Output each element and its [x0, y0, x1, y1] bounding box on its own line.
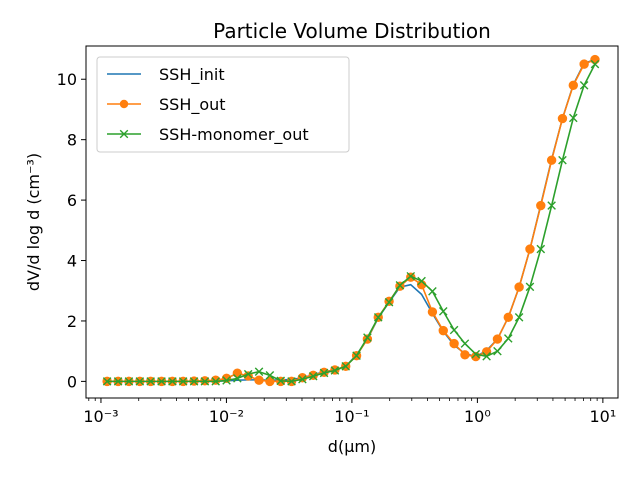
- data-point: [373, 313, 383, 322]
- data-point: [243, 369, 253, 379]
- legend-label: SSH_init: [159, 65, 225, 85]
- y-tick-label: 2: [67, 312, 77, 331]
- data-point: [363, 333, 372, 342]
- data-point: [135, 377, 145, 386]
- data-point: [395, 281, 405, 290]
- data-point: [200, 377, 210, 386]
- data-point: [569, 113, 578, 123]
- chart-title: Particle Volume Distribution: [213, 19, 491, 43]
- data-point: [265, 376, 275, 387]
- data-point: [146, 377, 155, 386]
- data-point: [406, 271, 416, 281]
- data-point: [579, 80, 589, 90]
- data-point: [189, 377, 199, 386]
- data-point: [438, 306, 448, 316]
- data-point: [352, 351, 361, 360]
- data-point: [590, 54, 600, 65]
- data-point: [493, 346, 502, 356]
- data-point: [558, 155, 567, 165]
- y-tick-label: 0: [67, 372, 77, 391]
- data-point: [428, 287, 437, 296]
- data-point: [384, 297, 394, 307]
- legend-marker: [119, 99, 129, 109]
- y-tick-label: 6: [67, 191, 77, 210]
- data-point: [525, 244, 535, 254]
- x-tick-label: 10⁰: [464, 407, 491, 426]
- data-point: [449, 338, 459, 349]
- data-point: [319, 368, 329, 378]
- data-point: [168, 377, 177, 386]
- data-point: [254, 375, 264, 385]
- data-point: [590, 59, 600, 69]
- data-point: [568, 80, 578, 90]
- data-point: [579, 59, 589, 69]
- data-point: [298, 374, 307, 384]
- data-point: [287, 377, 296, 386]
- y-tick-label: 8: [67, 131, 77, 150]
- data-point: [525, 282, 535, 292]
- data-point: [178, 377, 188, 386]
- data-point: [536, 200, 546, 211]
- x-tick-label: 10⁻¹: [334, 407, 369, 426]
- y-axis-ticks: 0 2 4 6 8 10: [57, 70, 86, 391]
- data-point: [233, 374, 242, 383]
- series-layer: [102, 54, 600, 387]
- data-point: [341, 361, 351, 371]
- y-axis-label: dV/d log d (cm⁻³): [24, 153, 43, 291]
- data-point: [210, 375, 221, 385]
- legend-label: SSH_out: [159, 95, 226, 115]
- data-point: [503, 312, 513, 323]
- data-point: [265, 371, 275, 380]
- x-tick-label: 10⁻³: [83, 407, 118, 426]
- data-point: [254, 367, 264, 377]
- data-point: [546, 155, 557, 165]
- data-point: [514, 282, 524, 292]
- data-point: [471, 349, 481, 359]
- data-point: [482, 352, 491, 361]
- x-axis-label: d(μm): [328, 437, 376, 456]
- data-point: [460, 350, 470, 360]
- series-line: [107, 63, 596, 383]
- data-point: [276, 376, 286, 386]
- data-point: [330, 366, 340, 375]
- data-point: [449, 325, 459, 335]
- data-point: [157, 377, 166, 386]
- data-point: [417, 276, 426, 286]
- data-point: [113, 377, 123, 386]
- x-axis-ticks: 10⁻³ 10⁻² 10⁻¹ 10⁰ 10¹: [83, 398, 616, 426]
- data-point: [557, 113, 568, 124]
- data-point: [460, 339, 470, 348]
- data-point: [102, 377, 112, 386]
- x-tick-label: 10¹: [589, 407, 616, 426]
- data-point: [222, 376, 231, 385]
- data-point: [503, 334, 513, 343]
- data-point: [308, 371, 318, 381]
- x-tick-label: 10⁻²: [209, 407, 244, 426]
- data-point: [514, 313, 524, 322]
- data-point: [211, 377, 220, 386]
- y-tick-label: 4: [67, 252, 77, 271]
- legend-box: [96, 56, 350, 153]
- y-tick-label: 10: [57, 70, 77, 89]
- data-point: [536, 244, 546, 254]
- data-point: [124, 377, 134, 386]
- legend-label: SSH-monomer_out: [159, 125, 309, 145]
- data-point: [547, 201, 556, 210]
- legend-marker: [119, 129, 129, 139]
- data-point: [492, 334, 503, 344]
- legend: SSH_init SSH_out SSH-monomer_out: [96, 56, 350, 153]
- data-point: [427, 307, 438, 317]
- series-2: [102, 59, 600, 386]
- data-point: [438, 325, 448, 336]
